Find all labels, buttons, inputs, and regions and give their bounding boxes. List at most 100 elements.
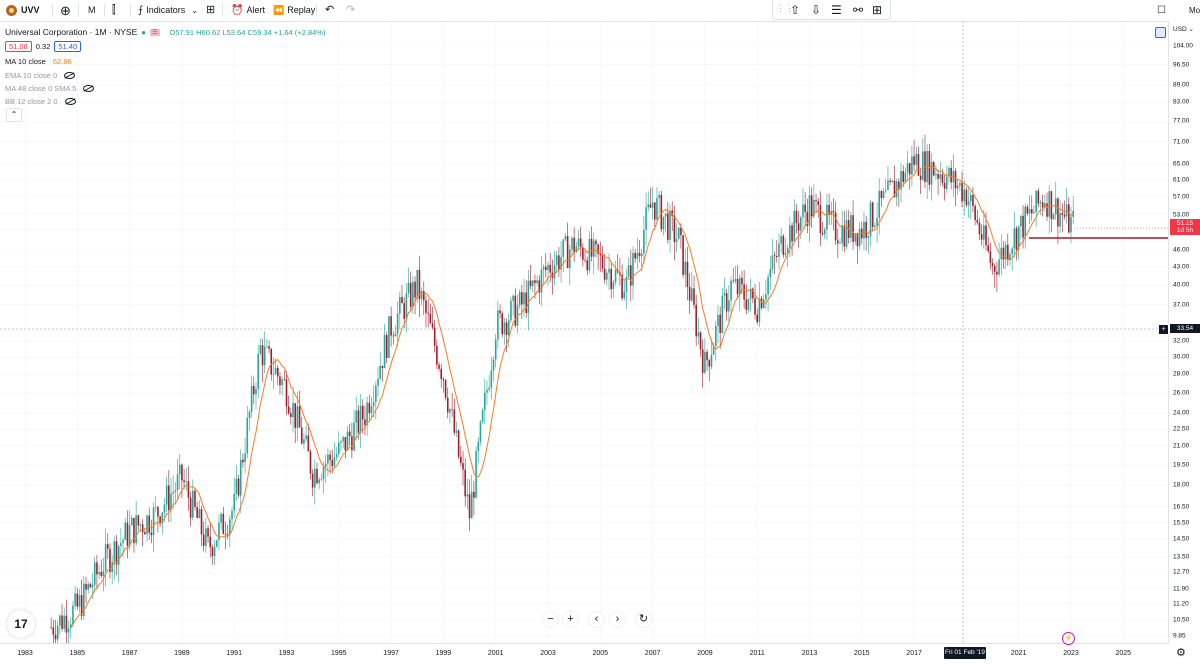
candle-body	[361, 405, 364, 420]
measure-tool-icon[interactable]: ⊞	[872, 3, 883, 17]
time-scale-settings-gear-icon[interactable]: ⚙	[1176, 647, 1186, 659]
candle-body	[575, 246, 578, 253]
price-tick-label: 46.00	[1173, 246, 1190, 254]
collapse-legend-chevron-up-icon[interactable]: ⌃	[6, 108, 22, 122]
hidden-eye-icon[interactable]	[64, 72, 76, 79]
candle-body	[1020, 215, 1022, 227]
arrow-up-marker-icon[interactable]: ⇧	[790, 3, 801, 17]
candle-body	[422, 291, 425, 301]
candle-body	[383, 335, 386, 369]
drag-handle-icon[interactable]: ⋮⋮	[776, 3, 794, 13]
candle-body	[878, 190, 881, 219]
ask-price[interactable]: 51.40	[54, 41, 82, 52]
candle-body	[1013, 228, 1016, 249]
candle-body	[372, 402, 375, 407]
redo-icon[interactable]: ↷	[346, 4, 356, 16]
legend-indicator-ma10[interactable]: MA 10 close 62.86	[5, 57, 72, 66]
price-tick-label: 89.00	[1173, 81, 1190, 89]
indicators-button[interactable]: ⨍ Indicators ⌄	[138, 0, 198, 21]
price-tick-label: 26.00	[1173, 389, 1190, 397]
candle-body	[743, 284, 745, 300]
candle-body	[298, 406, 301, 428]
auto-scale-icon[interactable]	[1155, 27, 1166, 38]
candle-body	[128, 525, 131, 546]
pattern-tool-icon[interactable]: ⚯	[853, 3, 864, 17]
price-tick-label: 14.50	[1173, 535, 1190, 543]
legend-title[interactable]: Universal Corporation · 1M · NYSE	[5, 27, 138, 37]
fullscreen-checkbox-icon[interactable]: ☐	[1157, 5, 1166, 16]
candle-body	[880, 190, 883, 198]
candle-body	[985, 225, 987, 246]
candle-body	[233, 493, 235, 511]
candle-body	[673, 215, 676, 242]
symbol-search-button[interactable]: UVV	[6, 0, 40, 21]
zoom-out-button[interactable]: −	[543, 612, 558, 627]
reset-chart-button[interactable]: ↻	[636, 612, 651, 627]
price-scale[interactable]: USD ⌄ 104.00 96.50 89.00 83.00 77.00 71.00 65.…	[1155, 21, 1200, 643]
hidden-eye-icon[interactable]	[83, 85, 95, 92]
candle-body	[488, 387, 490, 390]
candle-body	[911, 156, 913, 175]
hidden-eye-icon[interactable]	[64, 98, 76, 105]
horizontal-lines-icon[interactable]: ☰	[831, 3, 842, 17]
layouts-grid-icon[interactable]: ⊞	[206, 4, 216, 16]
candle-body	[959, 183, 961, 186]
candle-body	[521, 292, 523, 305]
candle-body	[96, 562, 98, 575]
candle-body	[784, 252, 787, 255]
alert-button[interactable]: ⏰ Alert	[231, 0, 265, 21]
candle-body	[200, 509, 203, 535]
candle-body	[998, 259, 1000, 275]
candle-body	[403, 303, 405, 319]
candle-body	[1035, 190, 1037, 212]
candle-body	[980, 234, 983, 240]
zoom-in-button[interactable]: +	[563, 612, 578, 627]
scroll-left-button[interactable]: ‹	[589, 612, 604, 627]
candle-body	[776, 256, 778, 257]
candle-body	[823, 229, 826, 235]
compare-add-symbol-icon[interactable]: ⊕	[60, 3, 71, 18]
price-tick-label: 43.00	[1173, 263, 1190, 271]
events-lightning-icon[interactable]: ⚡	[1062, 632, 1075, 645]
candle-body	[978, 222, 981, 235]
candle-body	[734, 279, 737, 282]
tradingview-logo[interactable]: 17	[7, 610, 35, 638]
candle-body	[758, 298, 761, 323]
legend-indicator-ma48[interactable]: MA 48 close 0 SMA 5	[5, 84, 95, 93]
candle-body	[841, 225, 843, 244]
candle-body	[728, 300, 730, 312]
candle-body	[296, 406, 299, 428]
candle-body	[388, 316, 390, 358]
currency-label: USD	[1173, 26, 1187, 33]
currency-selector[interactable]: USD ⌄	[1173, 26, 1194, 33]
candle-body	[869, 202, 872, 237]
price-tick-label: 13.50	[1173, 553, 1190, 561]
candle-body	[141, 524, 144, 533]
candle-body	[453, 409, 456, 433]
candle-body	[333, 457, 336, 466]
candle-body	[418, 269, 421, 300]
candle-body	[547, 264, 549, 271]
candle-body	[385, 335, 388, 358]
undo-icon[interactable]: ↶	[325, 4, 335, 16]
candle-body	[677, 227, 680, 239]
candle-body	[797, 223, 800, 231]
legend-indicator-bb12[interactable]: BB 12 close 2 0	[5, 97, 76, 106]
candle-body	[991, 262, 994, 267]
time-scale[interactable]: 1983 1985 1987 1989 1991 1993 1995 1997 1999 2001…	[0, 632, 1168, 665]
candle-body	[446, 397, 449, 413]
interval-button[interactable]: M	[88, 5, 96, 15]
scroll-right-button[interactable]: ›	[610, 612, 625, 627]
candle-body	[194, 490, 196, 507]
crosshair-add-icon[interactable]: +	[1158, 324, 1169, 335]
chart-type-candles-icon[interactable]: ⫿	[112, 4, 116, 16]
price-tick-label: 28.00	[1173, 370, 1190, 378]
legend-indicator-ema10[interactable]: EMA 10 close 0	[5, 71, 76, 80]
price-chart[interactable]	[0, 21, 1168, 643]
replay-button[interactable]: ⏪ Replay	[273, 0, 315, 21]
bid-price[interactable]: 51.08	[5, 41, 32, 52]
candle-body	[752, 288, 754, 299]
menu-overflow-label[interactable]: Mo	[1189, 6, 1200, 15]
arrow-down-marker-icon[interactable]: ⇩	[811, 3, 822, 17]
candle-body	[725, 293, 728, 312]
